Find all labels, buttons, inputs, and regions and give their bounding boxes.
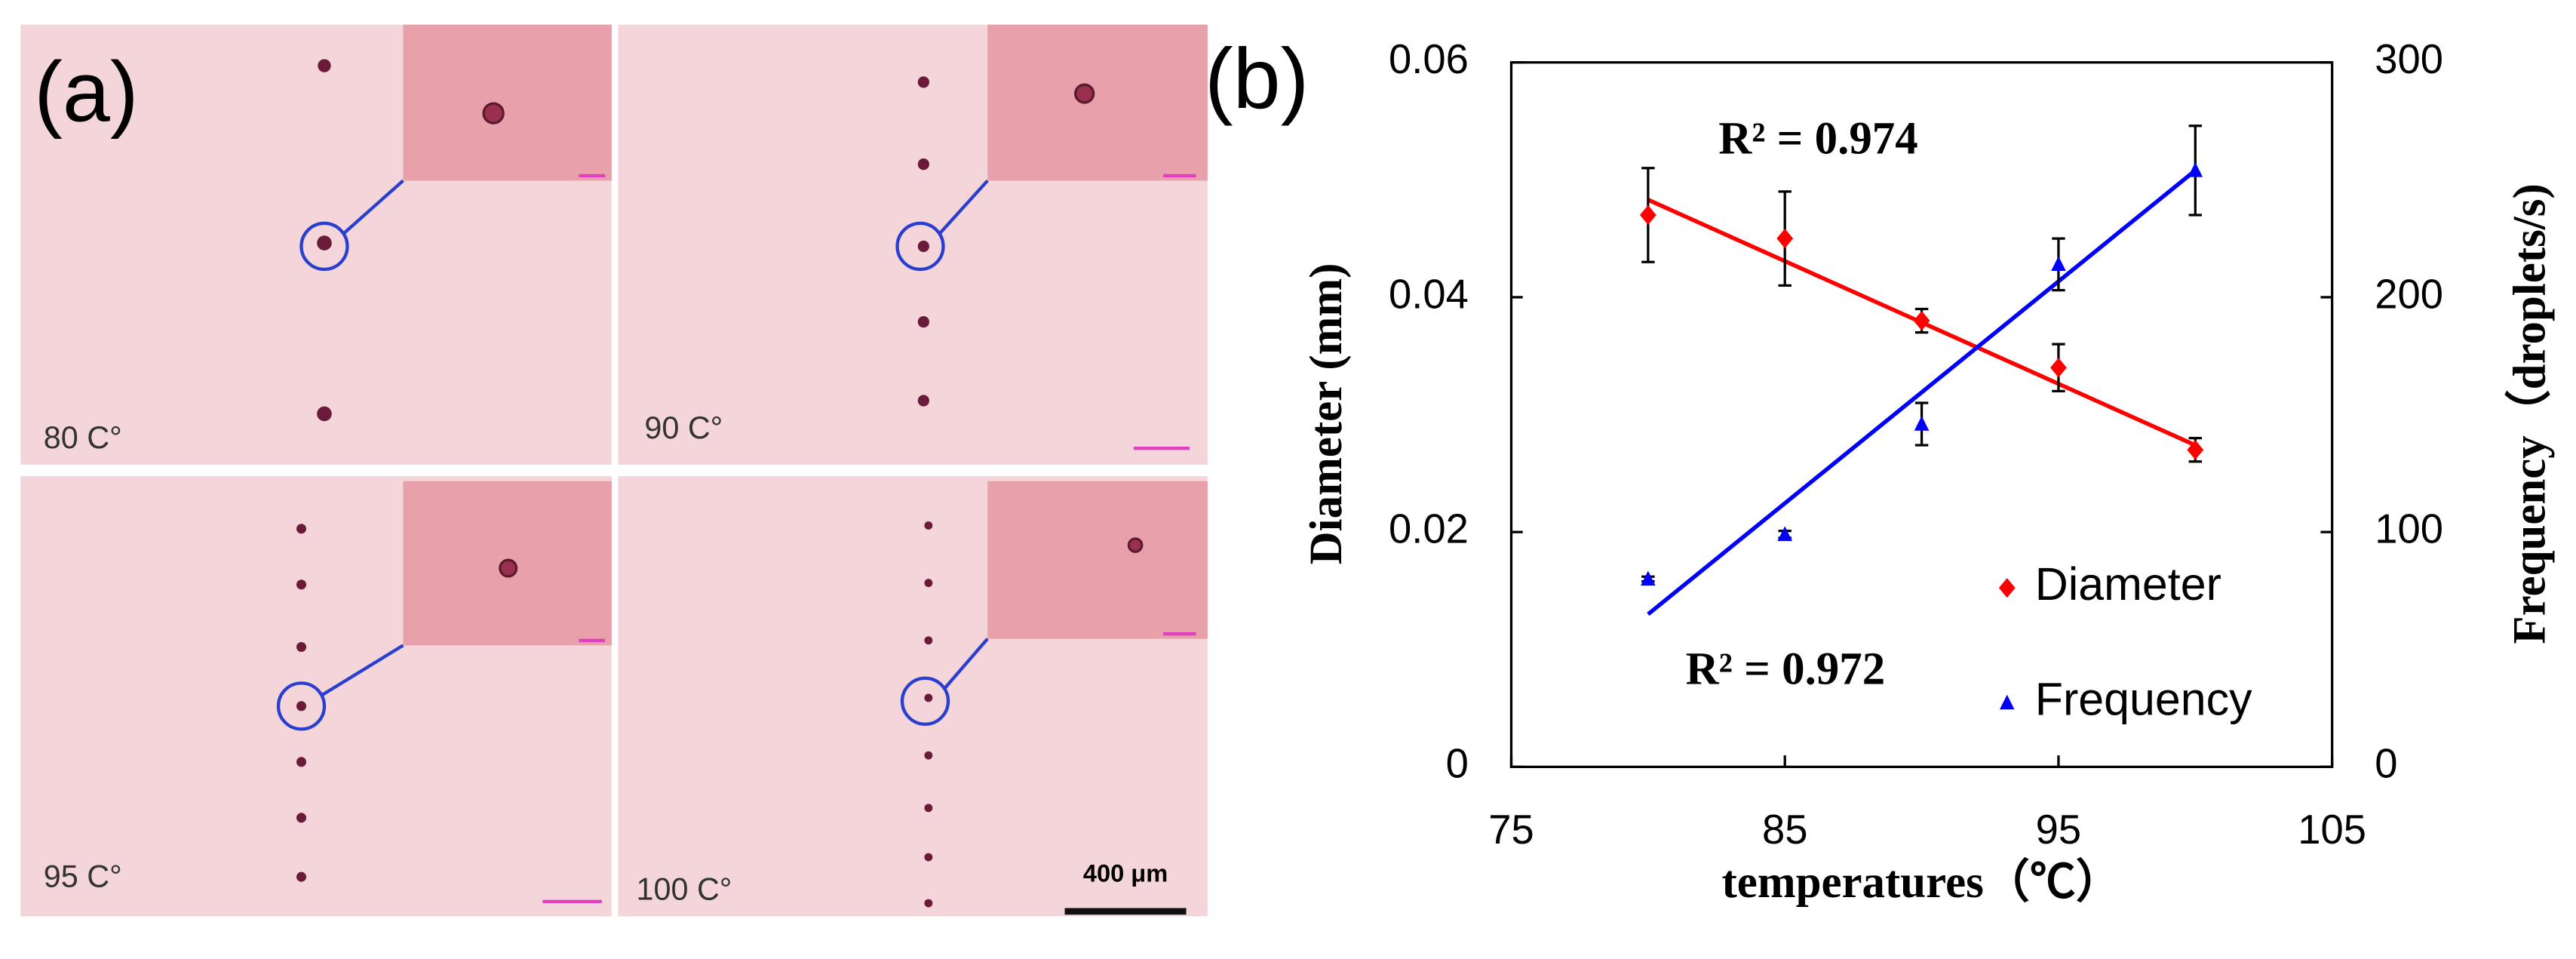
image-label: 100 C°	[636, 872, 732, 907]
image-label: 90 C°	[644, 410, 723, 445]
x-tick-label: 105	[2298, 807, 2366, 853]
panel-b: (b) R² = 0.974 R² = 0.972 temperatures（℃…	[1205, 31, 2555, 908]
inset	[403, 24, 612, 181]
legend-marker	[1998, 578, 2016, 598]
y2-tick-label: 200	[2375, 271, 2443, 317]
x-tick-label: 75	[1488, 807, 1534, 853]
scale-bar-label: 400 μm	[1083, 859, 1168, 887]
marker	[1914, 416, 1930, 431]
inset	[987, 481, 1208, 639]
scale-bars	[542, 174, 1196, 904]
y-axis-label: Diameter (mm)	[1301, 263, 1352, 565]
panel-a: (a) 80 C° 90 C° 95 C° 100 C° 400 μm	[20, 24, 1208, 917]
panel-label: (b)	[1205, 31, 1309, 126]
marker	[1777, 526, 1793, 541]
marker	[2187, 440, 2204, 460]
x-tick-label: 95	[2036, 807, 2082, 853]
legend-label: Frequency	[2035, 674, 2252, 725]
y-tick-label: 0.02	[1389, 506, 1469, 552]
marker	[1913, 310, 1930, 331]
annotation: R² = 0.972	[1686, 644, 1886, 694]
panel-label: (a)	[34, 44, 138, 139]
image-label: 80 C°	[44, 420, 122, 455]
y2-tick-label: 0	[2375, 741, 2397, 787]
legend-label: Diameter	[2035, 558, 2221, 610]
inset-droplets	[482, 83, 1144, 578]
droplets	[296, 59, 933, 908]
plot-frame	[1509, 61, 2334, 768]
legend-marker	[1999, 694, 2015, 710]
inset	[987, 24, 1208, 181]
x-axis-label: temperatures（℃）	[1722, 856, 2122, 908]
image-label: 95 C°	[44, 859, 122, 893]
marker	[2050, 358, 2067, 378]
y-tick-label: 0.04	[1389, 271, 1469, 317]
y2-axis-label: Frequency（droplets/s)	[2504, 183, 2555, 644]
y-tick-label: 0	[1446, 741, 1469, 787]
marker	[1776, 229, 1794, 249]
marker	[1641, 570, 1656, 586]
annotation: R² = 0.974	[1718, 113, 1918, 164]
marker	[2051, 256, 2066, 272]
y2-tick-label: 100	[2375, 506, 2443, 552]
marker	[1639, 204, 1656, 226]
marker	[2188, 161, 2203, 177]
trendline	[1647, 168, 2197, 616]
y-tick-label: 0.06	[1389, 36, 1469, 82]
y2-tick-label: 300	[2375, 36, 2443, 82]
x-tick-label: 85	[1762, 807, 1808, 853]
zoom-callouts	[276, 179, 989, 731]
